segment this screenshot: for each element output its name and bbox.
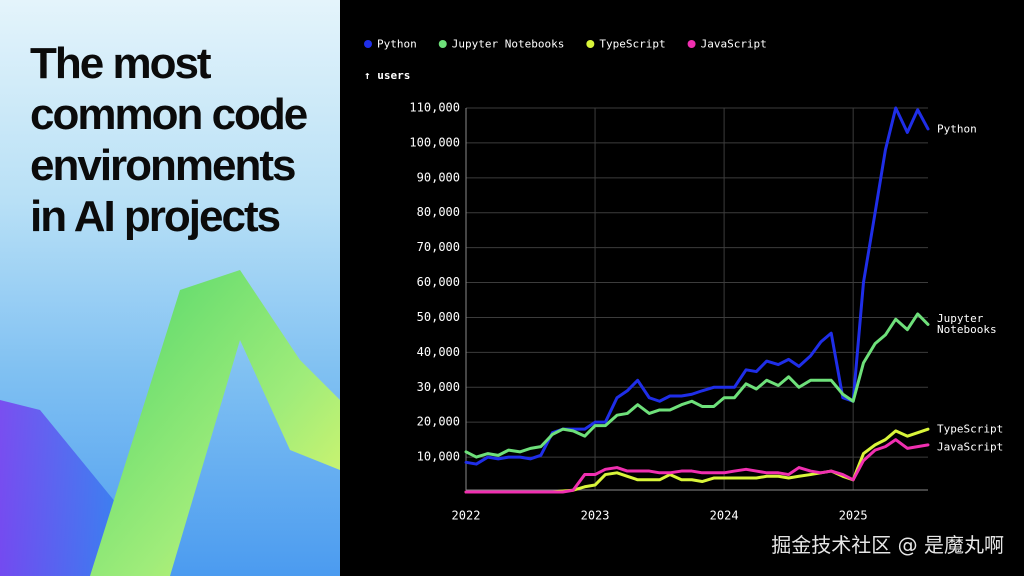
y-tick-label: 80,000 xyxy=(417,205,460,219)
legend-label: Python xyxy=(377,38,417,51)
series-end-label: TypeScript xyxy=(937,422,1004,436)
legend-label: JavaScript xyxy=(701,38,767,51)
series-line xyxy=(464,438,930,494)
legend-marker xyxy=(687,40,696,48)
y-tick-label: 40,000 xyxy=(417,345,460,359)
series-end-label: JavaScript xyxy=(937,440,1004,454)
legend-marker xyxy=(438,40,447,48)
x-tick-label: 2022 xyxy=(452,509,481,523)
series-line xyxy=(464,106,930,466)
y-tick-label: 90,000 xyxy=(417,170,460,184)
series-line xyxy=(464,312,930,459)
chart: 10,000 20,000 30,000 40,000 50,000 60,000 70,0… xyxy=(364,38,930,523)
series-line xyxy=(464,427,930,494)
legend-marker xyxy=(586,40,595,48)
series-end-label: Jupyter Notebooks xyxy=(937,312,997,337)
ribbon xyxy=(0,400,130,576)
y-tick-label: 10,000 xyxy=(417,450,460,464)
y-tick-label: 110,000 xyxy=(409,101,460,115)
title-panel: The most common code environments in AI … xyxy=(0,0,340,576)
legend-label: TypeScript xyxy=(599,38,665,51)
legend-marker xyxy=(364,40,372,48)
y-tick-label: 70,000 xyxy=(417,240,460,254)
ribbon xyxy=(90,270,340,576)
series-end-label: Python xyxy=(937,122,977,136)
x-tick-label: 2024 xyxy=(710,509,739,523)
y-tick-label: 30,000 xyxy=(417,380,460,394)
y-tick-label: 50,000 xyxy=(417,310,460,324)
legend: Python Jupyter Notebooks TypeScript JavaScr… xyxy=(364,38,767,51)
y-tick-label: 20,000 xyxy=(417,415,460,429)
x-tick-label: 2023 xyxy=(581,509,610,523)
slide-title: The most common code environments in AI … xyxy=(30,39,308,241)
decoration xyxy=(0,270,340,576)
watermark: 掘金技术社区 @ 是魔丸啊 xyxy=(771,533,1004,557)
y-tick-label: 100,000 xyxy=(409,135,460,149)
y-axis-label: ↑ users xyxy=(364,69,410,82)
x-tick-label: 2025 xyxy=(839,509,868,523)
y-tick-label: 60,000 xyxy=(417,275,460,289)
legend-label: Jupyter Notebooks xyxy=(452,38,565,51)
